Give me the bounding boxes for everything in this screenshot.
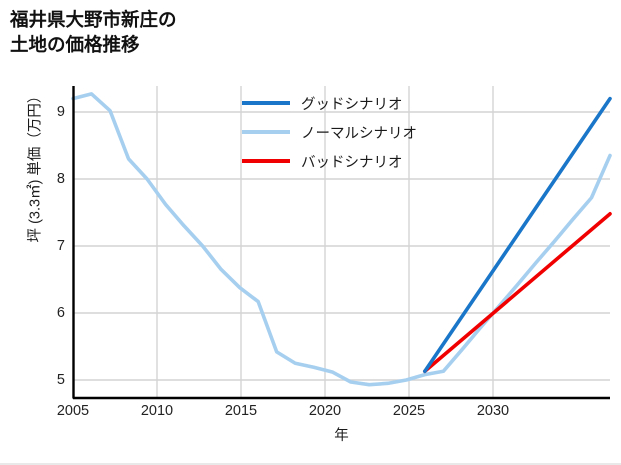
x-axis-label: 年 [334,428,349,444]
legend-label-bad-scenario: バッドシナリオ [301,154,403,171]
x-tick-label: 2015 [224,403,258,419]
y-tick-label: 8 [56,171,65,187]
legend-swatch-normal-scenario [242,130,290,134]
x-tick-label: 2020 [308,403,342,419]
legend-item-good-scenario: グッドシナリオ [242,95,403,113]
legend-label-normal-scenario: ノーマルシナリオ [301,125,417,142]
x-tick-label: 2025 [392,403,426,419]
x-tick-label: 2010 [140,403,174,419]
y-tick-label: 7 [56,238,65,254]
bottom-divider [0,463,621,465]
y-tick-label: 5 [56,372,65,388]
y-tick-label: 6 [56,305,65,321]
x-tick-label: 2030 [476,403,510,419]
y-tick-label: 9 [56,104,65,120]
legend-label-good-scenario: グッドシナリオ [301,96,403,113]
x-tick-label: 2005 [56,403,90,419]
series-lines [71,92,612,387]
legend-item-normal-scenario: ノーマルシナリオ [242,124,417,142]
line-series-good-scenario [423,96,612,374]
chart-title: 福井県大野市新庄の 土地の価格推移 [10,9,177,55]
line-series-bad-scenario [423,212,612,374]
legend-swatch-good-scenario [242,101,290,105]
legend-swatch-bad-scenario [242,159,290,163]
legend-item-bad-scenario: バッドシナリオ [242,153,403,171]
grid-lines [73,86,610,398]
line-series-normal-scenario [71,92,612,387]
axis-spines [72,86,610,400]
